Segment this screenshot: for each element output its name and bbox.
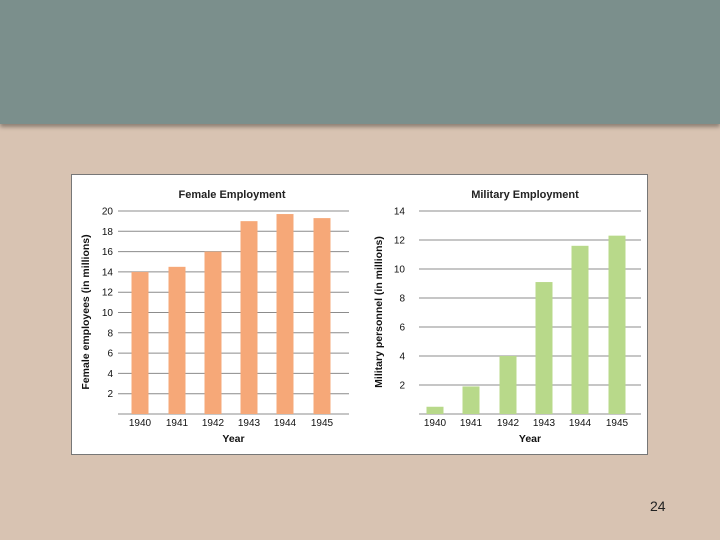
y-tick-label: 20 — [102, 207, 114, 218]
x-tick-label: 1945 — [606, 418, 629, 429]
y-tick-label: 16 — [102, 247, 114, 258]
bar-1940 — [426, 406, 444, 414]
chart-title: Military Employment — [471, 189, 579, 201]
y-tick-label: 14 — [394, 207, 406, 218]
y-axis-title: Military personnel (in millions) — [373, 236, 385, 388]
y-tick-label: 14 — [102, 267, 114, 278]
x-tick-label: 1940 — [129, 418, 152, 429]
bar-1944 — [571, 245, 589, 414]
bar-1941 — [168, 266, 186, 414]
bar-1942 — [499, 356, 517, 414]
chart-2: Military Employment 2 4 6 8 10 12 14 1940 1941 194… — [373, 189, 641, 445]
y-tick-label: 18 — [102, 227, 114, 238]
x-tick-label: 1942 — [497, 418, 520, 429]
bar-1943 — [535, 282, 553, 414]
x-tick-label: 1941 — [166, 418, 189, 429]
y-axis-title: Female employees (in millions) — [80, 234, 92, 389]
bar-1941 — [462, 386, 480, 414]
x-tick-label: 1944 — [569, 418, 592, 429]
title-band — [0, 0, 720, 124]
y-tick-label: 12 — [394, 236, 406, 247]
y-tick-label: 2 — [399, 381, 405, 392]
x-tick-label: 1944 — [274, 418, 297, 429]
x-tick-label: 1942 — [202, 418, 225, 429]
x-tick-label: 1943 — [238, 418, 261, 429]
y-tick-label: 8 — [399, 294, 405, 305]
y-tick-label: 8 — [107, 328, 113, 339]
bar-1944 — [276, 214, 294, 414]
x-tick-label: 1941 — [460, 418, 483, 429]
bar-1942 — [204, 251, 222, 414]
x-axis-title: Year — [222, 433, 244, 445]
bar-1945 — [313, 218, 331, 414]
y-tick-label: 6 — [107, 349, 113, 360]
bar-1943 — [240, 221, 258, 414]
chart-1: Female Employment 2 4 6 8 10 12 14 16 18 20 1940 194… — [80, 189, 349, 445]
bar-1945 — [608, 235, 626, 414]
y-tick-label: 10 — [394, 265, 406, 276]
x-axis-title: Year — [519, 433, 541, 445]
y-tick-label: 10 — [102, 308, 114, 319]
bar-1940 — [131, 271, 149, 414]
figure-panel: Female Employment 2 4 6 8 10 12 14 16 18 20 1940 194… — [71, 174, 648, 455]
y-tick-label: 12 — [102, 288, 114, 299]
x-tick-label: 1943 — [533, 418, 556, 429]
x-tick-label: 1945 — [311, 418, 334, 429]
y-tick-label: 4 — [399, 352, 405, 363]
y-tick-label: 4 — [107, 369, 113, 380]
y-tick-label: 6 — [399, 323, 405, 334]
x-tick-label: 1940 — [424, 418, 447, 429]
page-number: 24 — [650, 498, 666, 514]
chart-title: Female Employment — [179, 189, 286, 201]
charts-figure: Female Employment 2 4 6 8 10 12 14 16 18 20 1940 194… — [80, 189, 641, 445]
y-tick-label: 2 — [107, 389, 113, 400]
